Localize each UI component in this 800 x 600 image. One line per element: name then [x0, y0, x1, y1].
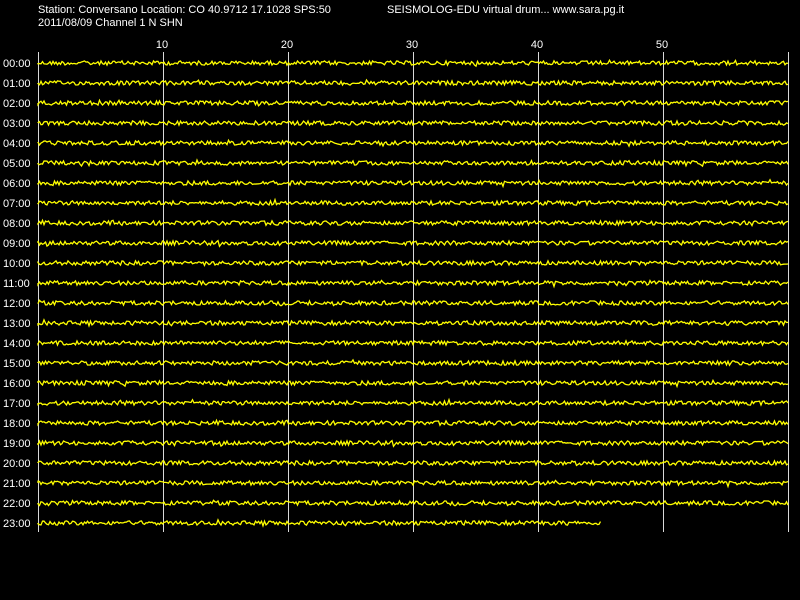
trace-line: [37, 138, 789, 148]
x-tick-label: 30: [406, 39, 418, 51]
trace-line: [37, 358, 789, 367]
trace-line: [37, 197, 789, 207]
trace-line: [37, 158, 789, 168]
trace-line: [37, 439, 789, 448]
row-time-label: 18:00: [3, 418, 31, 430]
trace-line: [37, 459, 789, 468]
x-tick-label: 50: [656, 39, 668, 51]
grid-layer: [38, 52, 789, 532]
row-time-label: 03:00: [3, 118, 31, 130]
label-layer: 10 20 30 40 50 00:00 01:00 02:00 03:00 04:00 05:00…: [3, 39, 668, 530]
trace-line: [37, 78, 789, 87]
row-time-label: 01:00: [3, 78, 31, 90]
app-title: SEISMOLOG-EDU virtual drum... www.sara.p…: [387, 4, 625, 16]
trace-line: [37, 378, 789, 389]
row-time-label: 14:00: [3, 338, 31, 350]
row-time-label: 12:00: [3, 298, 31, 310]
x-tick-label: 20: [281, 39, 293, 51]
row-time-label: 17:00: [3, 398, 31, 410]
row-time-label: 02:00: [3, 98, 31, 110]
row-time-label: 00:00: [3, 58, 31, 70]
trace-line: [37, 119, 789, 127]
date-channel-info: 2011/08/09 Channel 1 N SHN: [38, 17, 183, 29]
trace-layer: [37, 58, 789, 528]
trace-line: [37, 239, 789, 248]
x-tick-label: 10: [156, 39, 168, 51]
row-time-label: 16:00: [3, 378, 31, 390]
trace-line: [37, 418, 789, 427]
row-time-label: 13:00: [3, 318, 31, 330]
row-time-label: 04:00: [3, 138, 31, 150]
row-time-label: 15:00: [3, 358, 31, 370]
trace-line: [37, 318, 789, 328]
trace-line: [37, 178, 789, 189]
trace-line: [37, 397, 789, 407]
station-info: Station: Conversano Location: CO 40.9712…: [38, 4, 331, 16]
row-time-label: 23:00: [3, 518, 31, 530]
trace-line: [37, 299, 789, 307]
trace-line: [37, 499, 789, 507]
trace-line: [37, 518, 602, 528]
trace-line: [37, 218, 789, 227]
trace-line: [37, 479, 789, 489]
row-time-label: 07:00: [3, 198, 31, 210]
x-tick-label: 40: [531, 39, 543, 51]
row-time-label: 11:00: [3, 278, 30, 290]
trace-line: [37, 279, 789, 289]
row-time-label: 22:00: [3, 498, 31, 510]
row-time-label: 10:00: [3, 258, 31, 270]
trace-line: [37, 58, 789, 68]
row-time-label: 09:00: [3, 238, 31, 250]
trace-line: [37, 98, 789, 107]
row-time-label: 06:00: [3, 178, 31, 190]
row-time-label: 21:00: [3, 478, 31, 490]
trace-line: [37, 339, 789, 347]
row-time-label: 20:00: [3, 458, 31, 470]
row-time-label: 08:00: [3, 218, 31, 230]
row-time-label: 19:00: [3, 438, 31, 450]
trace-line: [37, 259, 789, 268]
row-time-label: 05:00: [3, 158, 31, 170]
